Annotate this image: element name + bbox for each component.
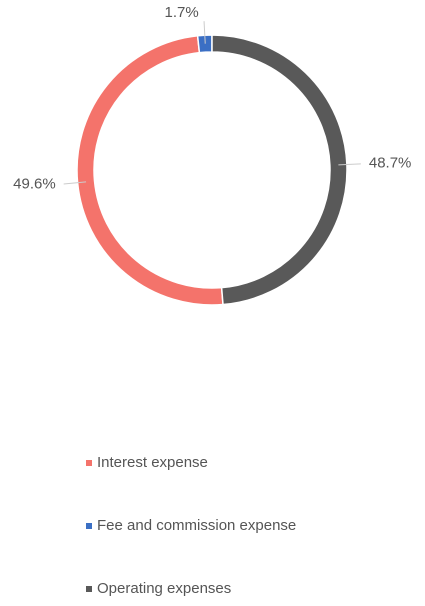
donut-segment: [76, 34, 224, 306]
legend-label: Operating expenses: [97, 580, 231, 597]
legend-label: Fee and commission expense: [97, 517, 296, 534]
leader-line: [338, 163, 361, 166]
data-label: 1.7%: [165, 4, 199, 21]
data-label: 49.6%: [13, 176, 56, 193]
legend-swatch: [86, 523, 92, 529]
data-label: 48.7%: [369, 155, 412, 172]
leader-line: [203, 21, 206, 44]
legend-label: Interest expense: [97, 454, 208, 471]
donut-segment: [211, 34, 348, 306]
legend-swatch: [86, 460, 92, 466]
legend-swatch: [86, 586, 92, 592]
leader-line: [63, 181, 87, 185]
